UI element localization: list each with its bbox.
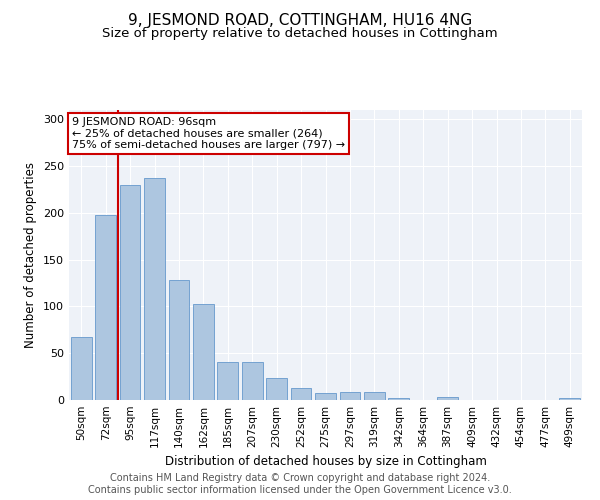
Bar — [559, 398, 580, 400]
Bar — [95, 215, 116, 400]
Text: Contains HM Land Registry data © Crown copyright and database right 2024.
Contai: Contains HM Land Registry data © Crown c… — [88, 474, 512, 495]
Bar — [290, 388, 311, 400]
X-axis label: Distribution of detached houses by size in Cottingham: Distribution of detached houses by size … — [164, 456, 487, 468]
Bar — [315, 392, 336, 400]
Bar — [144, 178, 165, 400]
Bar — [388, 398, 409, 400]
Text: 9, JESMOND ROAD, COTTINGHAM, HU16 4NG: 9, JESMOND ROAD, COTTINGHAM, HU16 4NG — [128, 12, 472, 28]
Bar — [71, 338, 92, 400]
Bar — [119, 185, 140, 400]
Bar — [217, 362, 238, 400]
Bar — [193, 304, 214, 400]
Bar — [340, 392, 361, 400]
Bar — [364, 392, 385, 400]
Text: Size of property relative to detached houses in Cottingham: Size of property relative to detached ho… — [102, 28, 498, 40]
Bar — [242, 362, 263, 400]
Y-axis label: Number of detached properties: Number of detached properties — [25, 162, 37, 348]
Bar — [437, 397, 458, 400]
Bar — [169, 280, 190, 400]
Bar — [266, 378, 287, 400]
Text: 9 JESMOND ROAD: 96sqm
← 25% of detached houses are smaller (264)
75% of semi-det: 9 JESMOND ROAD: 96sqm ← 25% of detached … — [71, 117, 344, 150]
